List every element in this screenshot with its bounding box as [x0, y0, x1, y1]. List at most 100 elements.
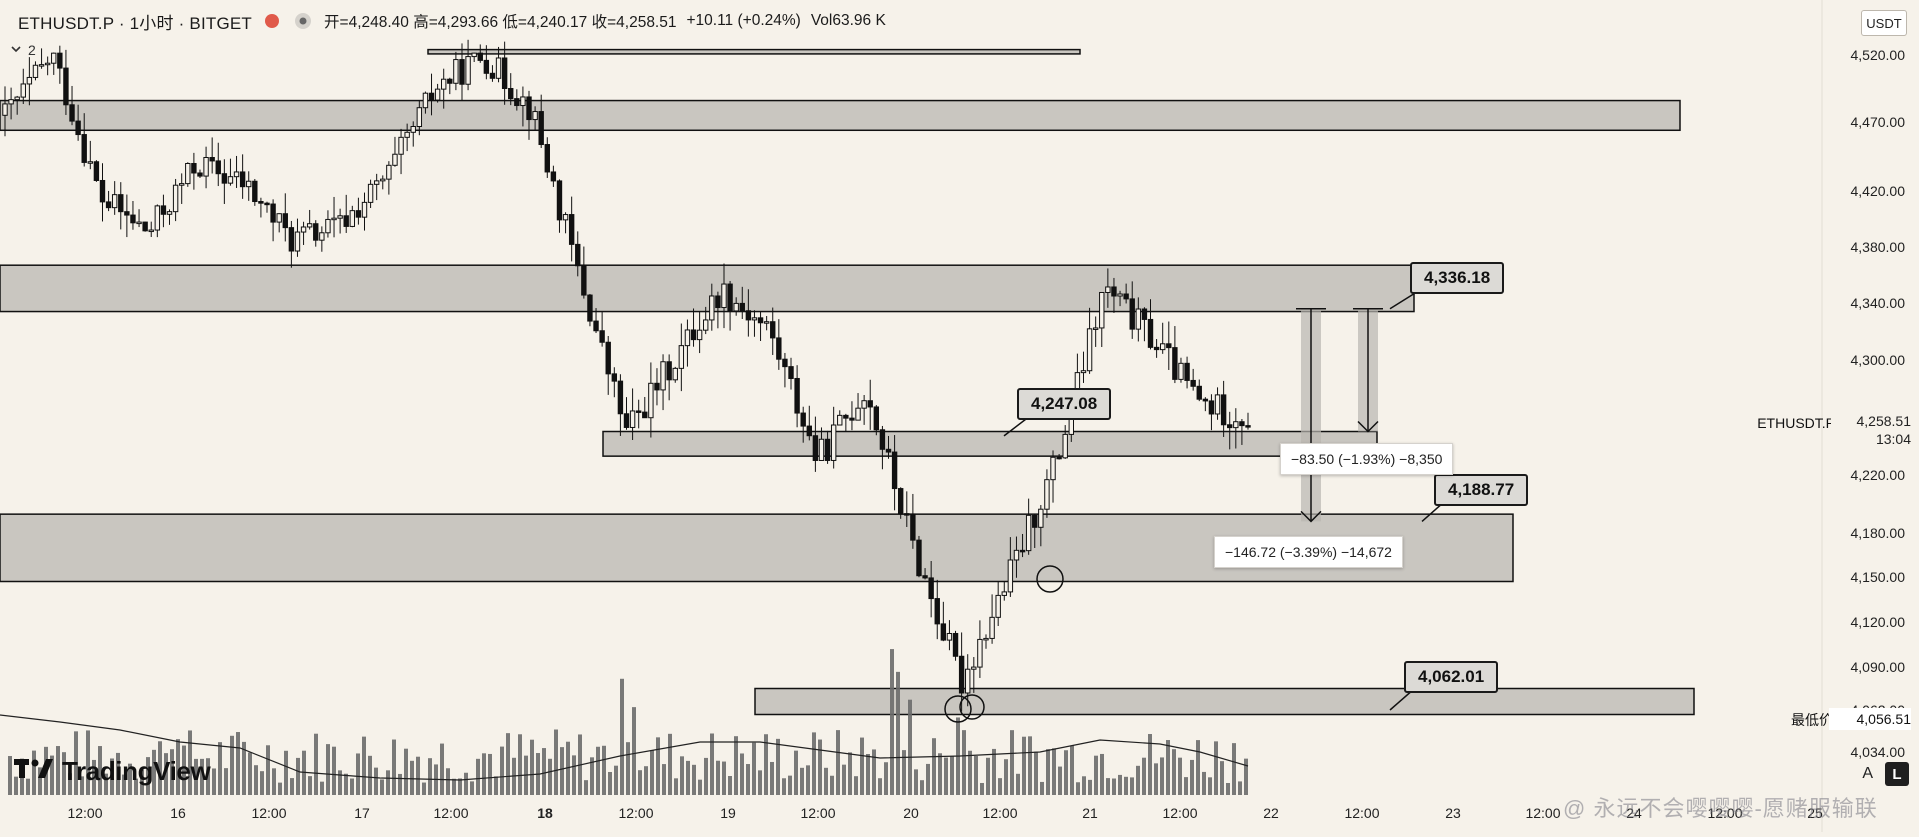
candle-body	[763, 321, 770, 324]
volume-bar	[890, 649, 894, 795]
candle-body	[1178, 362, 1184, 380]
candle-body	[660, 361, 666, 391]
candle-body	[1214, 394, 1221, 415]
candle-body	[709, 295, 715, 321]
chevron-down-icon[interactable]	[10, 42, 22, 58]
candle-body	[264, 202, 270, 206]
zone-4060	[754, 687, 1695, 716]
candle-body	[93, 161, 100, 181]
volume-bar	[1106, 778, 1110, 795]
candle-body	[2, 103, 8, 116]
tradingview-logo-text: TradingView	[62, 756, 211, 786]
y-tick-label: 4,120.00	[1851, 614, 1906, 630]
level-label-4247[interactable]: 4,247.08	[1017, 388, 1112, 420]
volume-bar	[1100, 753, 1104, 795]
volume-bar	[992, 748, 996, 795]
x-tick-label: 19	[720, 805, 736, 821]
candle-body	[1001, 591, 1007, 596]
candle-body	[946, 632, 953, 641]
candle-body	[1044, 479, 1050, 510]
volume-bar	[32, 750, 36, 795]
candle-body	[952, 632, 959, 657]
candle-body	[599, 330, 605, 343]
candle-body	[739, 302, 745, 312]
volume-bar	[1196, 740, 1200, 795]
candle-body	[227, 176, 234, 184]
candle-body	[1227, 424, 1233, 429]
y-tick-label: 4,220.00	[1851, 467, 1906, 483]
volume-bar	[668, 733, 672, 795]
candle-body	[1245, 425, 1251, 428]
zone-4240	[602, 430, 1378, 457]
marker-circle	[959, 694, 985, 720]
candle-body	[288, 227, 295, 252]
currency-selector[interactable]: USDT	[1861, 10, 1907, 36]
candle-body	[1135, 308, 1142, 330]
volume-bar	[566, 741, 570, 795]
volume-bar	[680, 756, 684, 795]
volume-bar	[128, 763, 132, 795]
candle-body	[648, 382, 654, 419]
candle-body	[733, 302, 739, 312]
level-label-4062[interactable]: 4,062.01	[1404, 661, 1499, 693]
indicator-collapse[interactable]: 2	[10, 42, 36, 58]
volume-bar	[506, 733, 510, 795]
candle-body	[654, 382, 660, 391]
candle-body	[800, 412, 806, 427]
candle-body	[556, 180, 563, 221]
marker-circle	[944, 695, 972, 723]
volume-bar	[356, 753, 360, 795]
volume-bar	[110, 758, 114, 795]
candle-body	[331, 217, 337, 221]
candle-body	[57, 52, 63, 69]
volume-bar	[608, 771, 612, 795]
candle-body	[8, 99, 14, 105]
chart-header: ETHUSDT.P · 1小时 · BITGET 开=4,248.40 高=4,…	[0, 6, 1300, 36]
candle-body	[617, 380, 624, 415]
volume-bar	[902, 750, 906, 795]
volume-bar	[254, 765, 258, 795]
candle-body	[1159, 343, 1166, 351]
volume-bar	[338, 770, 342, 795]
volume-bar	[1052, 748, 1056, 795]
volume-bar	[1034, 751, 1038, 795]
volume-bar	[92, 759, 96, 795]
candle-body	[501, 57, 508, 90]
auto-scale-button[interactable]: A	[1862, 765, 1873, 782]
candle-body	[1007, 559, 1014, 593]
measure-box-long[interactable]: −146.72 (−3.39%) −14,672	[1214, 536, 1403, 568]
y-tick-label: 4,300.00	[1851, 352, 1906, 368]
volume-bar	[176, 739, 180, 795]
volume-bar	[518, 734, 522, 795]
candle-body	[118, 194, 124, 213]
level-label-4336[interactable]: 4,336.18	[1410, 262, 1505, 294]
eye-icon[interactable]	[292, 10, 314, 32]
tradingview-logo[interactable]: TradingView	[14, 756, 211, 787]
candle-body	[715, 295, 721, 309]
marker-circle	[1036, 565, 1064, 593]
volume-bar	[416, 756, 420, 795]
candle-body	[1056, 456, 1062, 460]
candle-body	[1092, 327, 1099, 330]
volume-bar	[1184, 777, 1188, 795]
measure-box-short[interactable]: −83.50 (−1.93%) −8,350	[1280, 443, 1454, 475]
volume-bar	[662, 764, 666, 795]
record-dot-icon[interactable]	[262, 11, 282, 31]
volume-bar	[932, 738, 936, 795]
volume-bar	[1016, 773, 1020, 795]
volume-bar	[674, 778, 678, 795]
symbol-title[interactable]: ETHUSDT.P · 1小时 · BITGET	[18, 13, 253, 33]
volume-bar	[878, 778, 882, 795]
candle-body	[678, 345, 685, 369]
y-tick-label: 4,520.00	[1851, 47, 1906, 63]
volume-bar	[1094, 755, 1098, 795]
level-label-4188[interactable]: 4,188.77	[1434, 474, 1529, 506]
volume-bar	[800, 767, 804, 795]
log-scale-button[interactable]: L	[1885, 762, 1909, 786]
candle-body	[367, 183, 374, 203]
candle-body	[629, 410, 636, 428]
candle-body	[32, 64, 39, 78]
volume-bar	[926, 763, 930, 795]
